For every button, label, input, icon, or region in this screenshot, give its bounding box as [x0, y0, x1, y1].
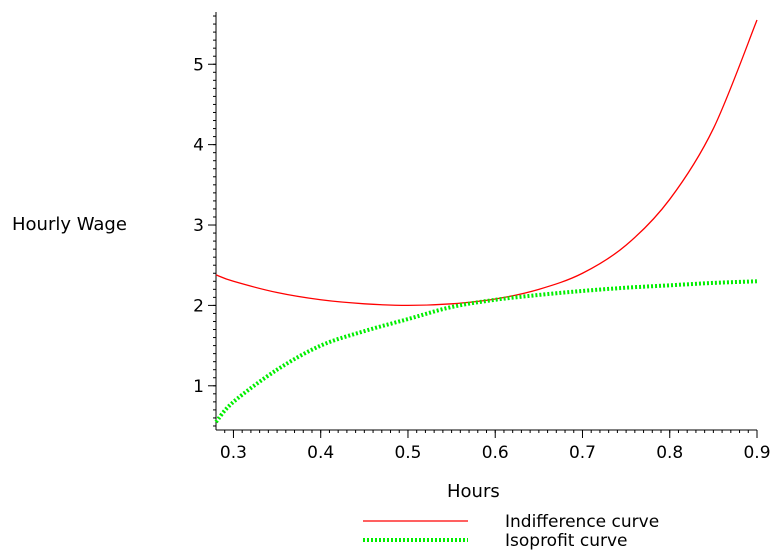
- y-axis: 1 2 3 4 5: [193, 12, 217, 430]
- y-axis-label: Hourly Wage: [12, 214, 127, 235]
- y-tick-label: 3: [193, 216, 204, 236]
- legend-label-isoprofit: Isoprofit curve: [505, 531, 628, 551]
- x-tick-label: 0.3: [220, 443, 247, 463]
- x-tick-label: 0.7: [569, 443, 596, 463]
- y-tick-label: 4: [193, 136, 204, 156]
- x-tick-label: 0.4: [307, 443, 334, 463]
- y-tick-label: 5: [193, 55, 204, 75]
- series-layer: [214, 19, 758, 424]
- y-tick-label: 2: [193, 296, 204, 316]
- x-tick-label: 0.5: [394, 443, 421, 463]
- indifference-curve-line: [215, 19, 758, 307]
- x-tick-label: 0.8: [656, 443, 683, 463]
- x-axis-label: Hours: [447, 481, 500, 502]
- x-tick-label: 0.9: [743, 443, 770, 463]
- y-tick-label: 1: [193, 377, 204, 397]
- x-axis: 0.3 0.4 0.5 0.6 0.7 0.8 0.9: [216, 429, 771, 463]
- isoprofit-curve-line: [214, 279, 758, 424]
- x-tick-label: 0.6: [482, 443, 509, 463]
- legend-label-indifference: Indifference curve: [505, 512, 659, 532]
